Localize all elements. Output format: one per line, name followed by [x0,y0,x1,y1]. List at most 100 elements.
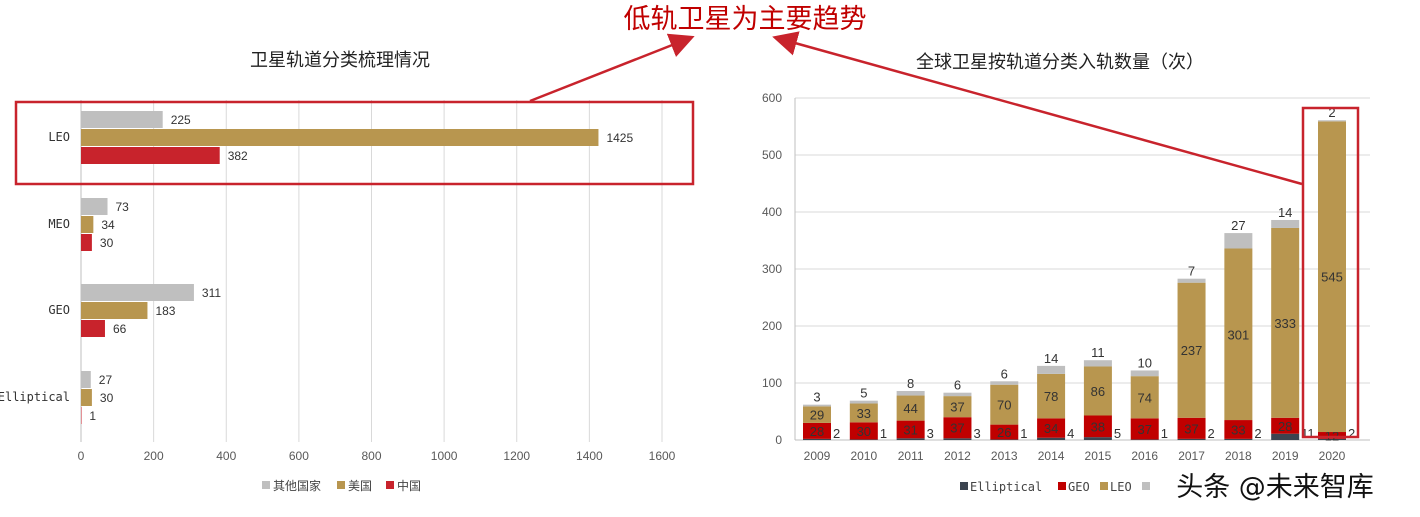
bar-segment [1224,233,1253,249]
bar-segment [1037,418,1066,438]
data-label: 10 [1137,355,1151,370]
arrow-right [772,31,1303,186]
bar-segment [990,381,1019,385]
x-tick-label: 2013 [991,449,1018,463]
bar-segment [849,400,878,404]
highlight-box-2020 [1301,106,1360,439]
data-label: 74 [1137,390,1151,405]
bar-segment [896,390,925,396]
bar-segment [1083,415,1112,438]
x-tick-label: 2017 [1178,449,1205,463]
bar [81,284,194,301]
data-label: 11 [1091,345,1105,360]
data-label: 6 [954,378,961,393]
bar-segment [1037,365,1066,374]
highlight-box-leo [14,100,695,186]
bar [81,371,91,388]
data-label: 30 [857,424,871,439]
data-label: 28 [1278,419,1292,434]
watermark: 头条 @未来智库 [1176,472,1374,503]
data-label: 545 [1321,270,1343,285]
chart-title: 卫星轨道分类梳理情况 [250,50,430,71]
legend-label: 中国 [397,478,421,493]
x-tick-label: 2016 [1131,449,1158,463]
data-label: 2 [833,426,840,441]
bar-segment [1318,120,1346,122]
bar-segment [1177,278,1206,283]
data-label: 6 [1001,366,1008,381]
x-tick-label: 2011 [898,449,924,463]
bar-segment [990,384,1019,425]
x-tick-label: 1400 [576,449,603,463]
data-label: 2 [1208,426,1215,441]
data-label: 29 [810,408,824,423]
legend-swatch [960,482,968,490]
y-tick-label: 500 [762,148,782,162]
data-label: 37 [1137,422,1151,437]
data-label: 5 [860,386,867,401]
data-label: 311 [202,286,221,300]
data-label: 1 [1161,426,1168,441]
data-label: 2 [1254,426,1261,441]
bar-segment [896,438,925,440]
x-tick-label: 2018 [1225,449,1252,463]
x-tick-label: 2012 [944,449,971,463]
data-label: 78 [1044,389,1058,404]
data-label: 3 [927,426,934,441]
y-tick-label: 400 [762,205,782,219]
data-label: 382 [228,149,248,163]
bar-segment [943,392,972,397]
data-label: 44 [903,401,917,416]
data-label: 30 [100,236,114,250]
legend-label: GEO [1068,480,1090,494]
bar-segment [1083,360,1112,367]
x-tick-label: 600 [289,449,309,463]
data-label: 27 [99,373,113,387]
bar [81,407,82,424]
bar [81,111,163,128]
y-tick-label: 100 [762,376,782,390]
data-label: 70 [997,398,1011,413]
data-label: 1425 [606,131,633,145]
data-label: 3 [813,390,820,405]
bar-segment [849,439,878,440]
legend-swatch [1100,482,1108,490]
x-tick-label: 2014 [1038,449,1065,463]
bar-segment [849,422,878,440]
bar-segment [1318,438,1346,440]
bar-segment [896,420,925,439]
data-label: 86 [1091,384,1105,399]
bar [81,129,599,146]
data-label: 66 [113,322,127,336]
bar-segment [1224,420,1253,439]
bar-segment [896,395,925,421]
data-label: 28 [810,424,824,439]
data-label: 27 [1231,218,1245,233]
bar-segment [943,417,972,439]
bar-segment [1037,373,1066,419]
x-tick-label: 200 [144,449,164,463]
bar-segment [1177,282,1206,418]
bar-segment [1318,121,1346,433]
chart-title: 全球卫星按轨道分类入轨数量（次） [916,52,1204,73]
x-tick-label: 2015 [1085,449,1112,463]
data-label: 301 [1228,327,1250,342]
bar-segment [803,404,831,407]
y-tick-label: 600 [762,91,782,105]
data-label: 14 [1278,205,1292,220]
bar [81,234,92,251]
data-label: 1 [89,409,96,423]
data-label: 3 [973,426,980,441]
arrow-left [529,33,695,103]
data-label: 34 [1044,421,1058,436]
data-label: 26 [997,425,1011,440]
data-label: 34 [101,218,115,232]
x-tick-label: 2019 [1272,449,1299,463]
bar-segment [803,422,831,439]
legend-swatch [1058,482,1066,490]
data-label: 333 [1274,316,1296,331]
category-label: GEO [48,303,70,317]
x-tick-label: 0 [78,449,85,463]
bar-segment [943,396,972,418]
bar-segment [1271,219,1300,228]
